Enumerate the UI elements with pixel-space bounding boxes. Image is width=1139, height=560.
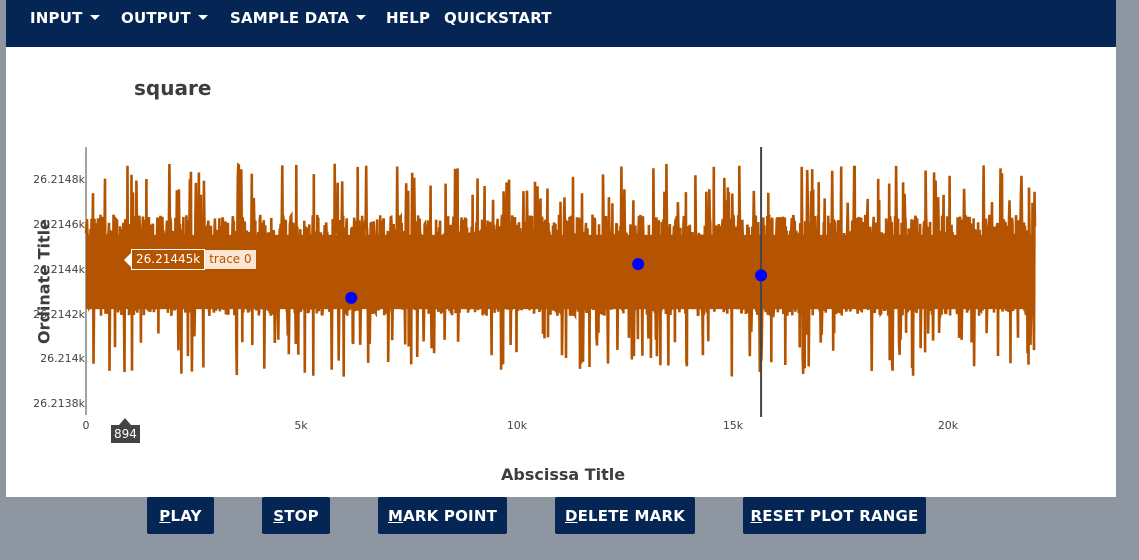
x-tick-label: 15k (722, 419, 744, 432)
marked-point[interactable] (755, 269, 768, 282)
delete-mark-button-key: D (564, 506, 578, 525)
hover-trace-name: trace 0 (205, 250, 256, 269)
play-button-label: LAY (170, 506, 202, 525)
mark-point-button-label: ARK POINT (403, 506, 498, 525)
x-tick-label: 10k (506, 419, 528, 432)
nav-quickstart-label: QUICKSTART (444, 9, 552, 27)
spike-pointer (119, 418, 131, 425)
tooltip-pointer (124, 253, 131, 267)
reset-plot-range-button-label: ESET PLOT RANGE (762, 506, 919, 525)
delete-mark-button-label: ELETE MARK (577, 506, 686, 525)
top-navbar: INPUT OUTPUT SAMPLE DATA HELP QUICKSTART (6, 0, 1116, 47)
mark-point-button[interactable]: MARK POINT (378, 497, 507, 534)
marked-point[interactable] (345, 291, 358, 304)
nav-help-link[interactable]: HELP (386, 9, 430, 27)
chevron-down-icon (356, 15, 367, 20)
nav-sample-data-label: SAMPLE DATA (230, 9, 350, 27)
reset-plot-range-button-key: R (750, 506, 763, 525)
hover-value: 26.21445k (131, 249, 206, 270)
nav-sample-data-menu[interactable]: SAMPLE DATA (230, 9, 367, 27)
stop-button-label: TOP (284, 506, 319, 525)
x-axis-title: Abscissa Title (501, 465, 626, 484)
stop-button[interactable]: STOP (262, 497, 330, 534)
nav-quickstart-link[interactable]: QUICKSTART (444, 9, 552, 27)
x-tick-label: 0 (82, 419, 90, 432)
nav-output-menu[interactable]: OUTPUT (121, 9, 208, 27)
y-tick-label: 26.2142k (33, 308, 85, 321)
hover-tooltip: 26.21445k trace 0 (124, 249, 256, 270)
x-tick-label: 5k (294, 419, 308, 432)
play-button-key: P (159, 506, 171, 525)
y-tick-label: 26.214k (40, 352, 85, 365)
plot-title: square (134, 76, 212, 100)
marked-point[interactable] (632, 258, 645, 271)
y-tick-label: 26.2148k (33, 173, 85, 186)
x-tick-label: 20k (937, 419, 959, 432)
nav-input-menu[interactable]: INPUT (30, 9, 100, 27)
y-tick-label: 26.2138k (33, 397, 85, 410)
mark-point-button-key: M (387, 506, 404, 525)
series-line (84, 162, 1037, 377)
y-tick-label: 26.2146k (33, 218, 85, 231)
y-tick-label: 26.2144k (33, 263, 85, 276)
chevron-down-icon (197, 15, 208, 20)
nav-input-label: INPUT (30, 9, 83, 27)
x-spike-label: 894 (111, 425, 140, 443)
nav-help-label: HELP (386, 9, 431, 27)
chevron-down-icon (89, 15, 100, 20)
delete-mark-button[interactable]: DELETE MARK (555, 497, 695, 534)
nav-output-label: OUTPUT (121, 9, 191, 27)
reset-plot-range-button[interactable]: RESET PLOT RANGE (743, 497, 926, 534)
stop-button-key: S (273, 506, 285, 525)
play-button[interactable]: PLAY (147, 497, 214, 534)
